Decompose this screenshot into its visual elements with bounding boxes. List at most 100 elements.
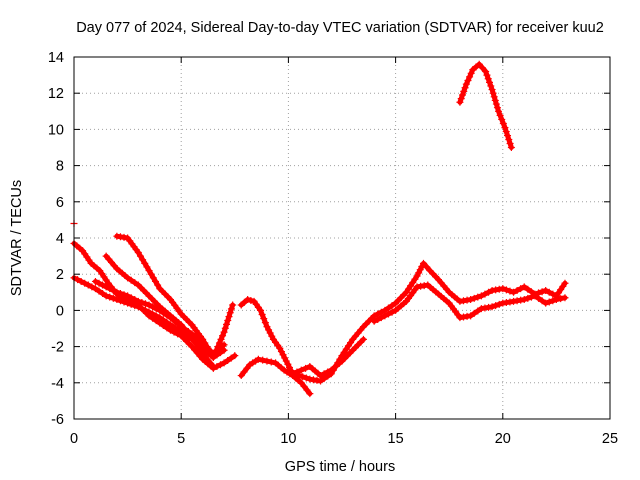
- data-point-marker: [531, 292, 539, 300]
- data-point-marker: [163, 318, 171, 326]
- data-point-marker: [247, 296, 255, 304]
- data-point-marker: [506, 298, 514, 306]
- data-point-marker: [209, 353, 217, 361]
- data-point-marker: [334, 359, 342, 367]
- data-point-marker: [225, 313, 233, 321]
- data-point-marker: [205, 346, 213, 354]
- data-point-marker: [557, 295, 565, 303]
- data-point-marker: [263, 357, 271, 365]
- data-point-marker: [456, 98, 464, 106]
- x-tick-label: 10: [280, 431, 296, 447]
- data-point-marker: [459, 313, 467, 321]
- data-point-marker: [95, 279, 103, 287]
- data-point-marker: [99, 281, 107, 289]
- data-point-marker: [491, 96, 499, 104]
- data-point-marker: [127, 294, 135, 302]
- data-point-marker: [95, 287, 103, 295]
- data-point-marker: [227, 354, 235, 362]
- y-tick-label: -6: [51, 412, 64, 428]
- y-tick-label: 0: [56, 303, 64, 319]
- data-point-marker: [388, 308, 396, 316]
- data-point-marker: [467, 69, 475, 77]
- data-point-marker: [99, 290, 107, 298]
- data-point-marker: [138, 299, 146, 307]
- data-point-marker: [477, 292, 485, 300]
- data-point-marker: [496, 111, 504, 119]
- data-point-marker: [488, 86, 496, 94]
- data-point-marker: [535, 294, 543, 302]
- data-point-marker: [549, 290, 557, 298]
- data-point-marker: [506, 287, 514, 295]
- data-point-marker: [545, 298, 553, 306]
- data-point-marker: [116, 297, 124, 305]
- data-point-marker: [493, 104, 501, 112]
- data-point-marker: [174, 326, 182, 334]
- data-point-marker: [134, 248, 142, 256]
- data-point-marker: [156, 314, 164, 322]
- data-point-marker: [134, 297, 142, 305]
- data-point-marker: [214, 343, 222, 351]
- y-tick-label: 4: [56, 231, 64, 247]
- data-point-marker: [466, 73, 474, 81]
- data-point-marker: [517, 285, 525, 293]
- y-tick-label: 6: [56, 195, 64, 211]
- data-point-marker: [288, 368, 296, 376]
- data-point-marker: [281, 354, 289, 362]
- data-point-marker: [124, 299, 132, 307]
- data-point-marker: [460, 87, 468, 95]
- data-point-marker: [415, 269, 423, 277]
- data-point-marker: [109, 286, 117, 294]
- data-point-marker: [487, 82, 495, 90]
- data-point-marker: [120, 298, 128, 306]
- y-tick-label: 12: [48, 86, 64, 102]
- data-point-marker: [483, 71, 491, 79]
- x-axis: 0 5 10 15 20 25: [70, 57, 618, 447]
- data-point-marker: [268, 332, 276, 340]
- data-point-marker: [381, 312, 389, 320]
- data-point-marker: [492, 100, 500, 108]
- data-point-marker: [464, 77, 472, 85]
- data-point-marker: [542, 286, 550, 294]
- data-point-marker: [265, 326, 273, 334]
- data-point-marker: [502, 286, 510, 294]
- data-point-marker: [513, 286, 521, 294]
- data-point-marker: [462, 80, 470, 88]
- data-point-marker: [489, 89, 497, 97]
- data-point-marker: [220, 341, 228, 349]
- data-point-marker: [413, 283, 421, 291]
- data-point-marker: [124, 292, 132, 300]
- data-point-marker: [327, 370, 335, 378]
- data-point-marker: [145, 301, 153, 309]
- data-point-marker: [413, 272, 421, 280]
- data-point-marker: [561, 279, 569, 287]
- data-point-marker: [141, 259, 149, 267]
- data-point-marker: [297, 366, 305, 374]
- data-point-marker: [481, 290, 489, 298]
- data-point-marker: [141, 306, 149, 314]
- data-point-marker: [261, 319, 269, 327]
- data-point-marker: [542, 299, 550, 307]
- data-point-marker: [329, 366, 337, 374]
- data-point-marker: [201, 339, 209, 347]
- data-point-marker: [492, 286, 500, 294]
- data-point-marker: [91, 285, 99, 293]
- data-point-marker: [113, 232, 121, 240]
- data-point-marker: [561, 294, 569, 302]
- data-point-marker: [91, 277, 99, 285]
- data-point-marker: [538, 288, 546, 296]
- x-tick-label: 15: [388, 431, 404, 447]
- data-point-marker: [377, 314, 385, 322]
- data-point-marker: [502, 128, 510, 136]
- data-point-marker: [477, 305, 485, 313]
- data-point-marker: [506, 140, 514, 148]
- data-point-marker: [77, 277, 85, 285]
- data-point-marker: [131, 302, 139, 310]
- y-tick-label: 2: [56, 267, 64, 283]
- data-point-marker: [217, 361, 225, 369]
- data-point-marker: [88, 283, 96, 291]
- data-point-marker: [486, 78, 494, 86]
- data-point-marker: [139, 256, 147, 264]
- data-point-marker: [237, 372, 245, 380]
- x-axis-label: GPS time / hours: [285, 459, 395, 475]
